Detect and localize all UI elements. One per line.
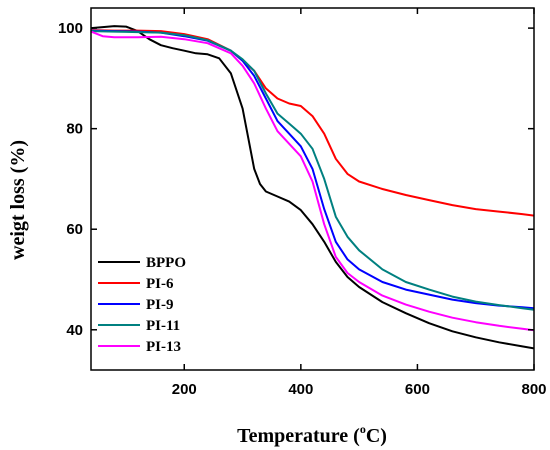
series-line-pi-6 — [91, 29, 534, 217]
series-line-pi-11 — [91, 30, 534, 311]
axes: 200 400 600 800 40 60 80 100 — [58, 7, 547, 398]
y-tick-label: 80 — [66, 121, 83, 138]
legend-label-pi-9: PI-9 — [146, 297, 174, 313]
x-tick-label: 200 — [172, 381, 197, 398]
x-axis-title-sup: o — [360, 422, 366, 436]
series-line-pi-13 — [91, 30, 534, 332]
legend-label-pi-11: PI-11 — [146, 318, 180, 334]
x-tick-label: 600 — [405, 381, 430, 398]
x-tick-label: 400 — [288, 381, 313, 398]
legend: BPPO PI-6 PI-9 PI-11 PI-13 — [98, 255, 186, 355]
legend-label-bppo: BPPO — [146, 255, 186, 271]
x-axis-title-end: C) — [366, 425, 387, 447]
legend-label-pi-6: PI-6 — [146, 276, 174, 292]
series-lines — [91, 25, 534, 350]
y-axis-title: weigt loss (%) — [7, 140, 29, 260]
x-axis-title-main: Temperature ( — [237, 425, 360, 447]
y-tick-label: 60 — [66, 221, 83, 238]
legend-label-pi-13: PI-13 — [146, 339, 181, 355]
series-line-bppo — [91, 25, 534, 350]
y-tick-label: 100 — [58, 20, 83, 37]
y-tick-label: 40 — [66, 322, 83, 339]
x-tick-label: 800 — [521, 381, 546, 398]
x-axis-title: Temperature (oC) — [237, 422, 387, 447]
plot-frame — [90, 7, 535, 371]
